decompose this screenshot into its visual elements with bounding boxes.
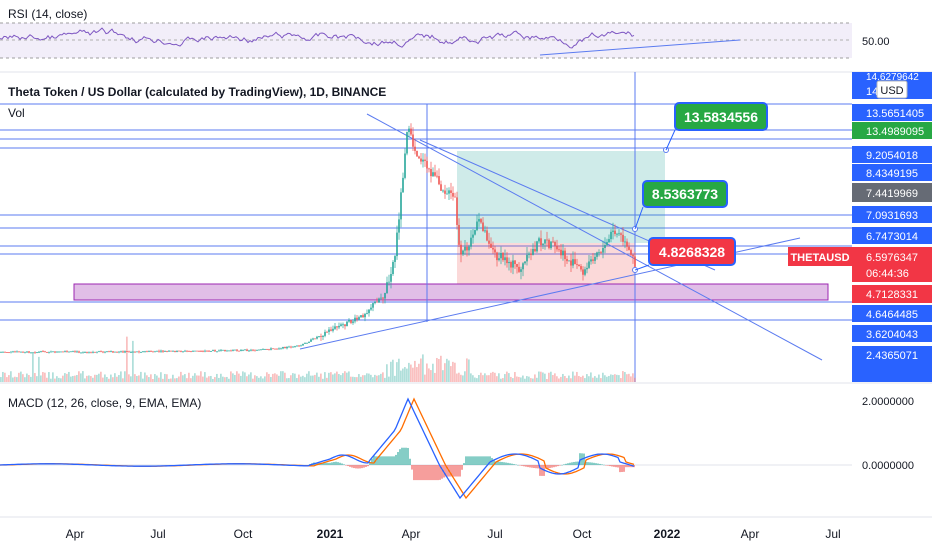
profit-zone [457,151,665,243]
svg-text:4.8268328: 4.8268328 [659,244,725,260]
volume-label: Vol [8,106,25,120]
main-title: Theta Token / US Dollar (calculated by T… [8,85,386,99]
rsi-label: RSI (14, close) [8,7,87,21]
svg-text:4.7128331: 4.7128331 [866,289,918,301]
svg-text:2021: 2021 [317,527,344,541]
svg-text:Jul: Jul [150,527,165,541]
rsi-line [0,27,635,49]
svg-text:7.4419969: 7.4419969 [866,188,918,200]
svg-text:4.6464485: 4.6464485 [866,309,918,321]
last-price: 6.5976347 [866,252,918,264]
rsi-pane: RSI (14, close) 50.00 [0,7,890,59]
svg-text:Jul: Jul [825,527,840,541]
macd-axis-zero: 0.0000000 [862,460,914,472]
svg-text:8.5363773: 8.5363773 [652,186,718,202]
svg-text:Oct: Oct [234,527,253,541]
support-zone[interactable] [73,283,829,301]
svg-text:3.6204043: 3.6204043 [866,329,918,341]
candlesticks [0,123,636,354]
macd-axis-top: 2.0000000 [862,396,914,408]
svg-text:2.4365071: 2.4365071 [866,350,918,362]
macd-label: MACD (12, 26, close, 9, EMA, EMA) [8,396,201,410]
price-axis[interactable]: 14.6279642 14.1 USD 13.5651405 13.498909… [788,72,932,382]
horizontal-levels [0,103,852,321]
rsi-trendline [539,39,741,56]
svg-text:13.4989095: 13.4989095 [866,126,924,138]
countdown: 06:44:36 [866,268,909,280]
symbol-tag: THETAUSD [790,252,849,264]
main-pane: 13.5834556 8.5363773 4.8268328 Theta Tok… [0,72,852,382]
volume-bars [0,336,636,382]
target-label-2[interactable]: 8.5363773 [634,180,728,230]
rsi-level-label: 50.00 [862,36,890,48]
target-label-1[interactable]: 13.5834556 [665,102,768,151]
time-axis[interactable]: Apr Jul Oct 2021 Apr Jul Oct 2022 Apr Ju… [66,527,841,541]
target-label-3[interactable]: 4.8268328 [634,237,736,271]
svg-text:13.5834556: 13.5834556 [684,109,758,125]
svg-text:13.5651405: 13.5651405 [866,108,924,120]
currency-button[interactable]: USD [880,85,903,97]
svg-text:8.4349195: 8.4349195 [866,168,918,180]
svg-text:Jul: Jul [487,527,502,541]
svg-text:14.6279642: 14.6279642 [866,72,919,83]
svg-text:2022: 2022 [654,527,681,541]
macd-pane: MACD (12, 26, close, 9, EMA, EMA) 2.0000… [0,396,914,500]
svg-text:Apr: Apr [741,527,760,541]
svg-text:7.0931693: 7.0931693 [866,210,918,222]
svg-text:9.2054018: 9.2054018 [866,150,918,162]
svg-text:6.7473014: 6.7473014 [866,231,918,243]
svg-text:Oct: Oct [573,527,592,541]
svg-text:Apr: Apr [66,527,85,541]
svg-text:Apr: Apr [402,527,421,541]
